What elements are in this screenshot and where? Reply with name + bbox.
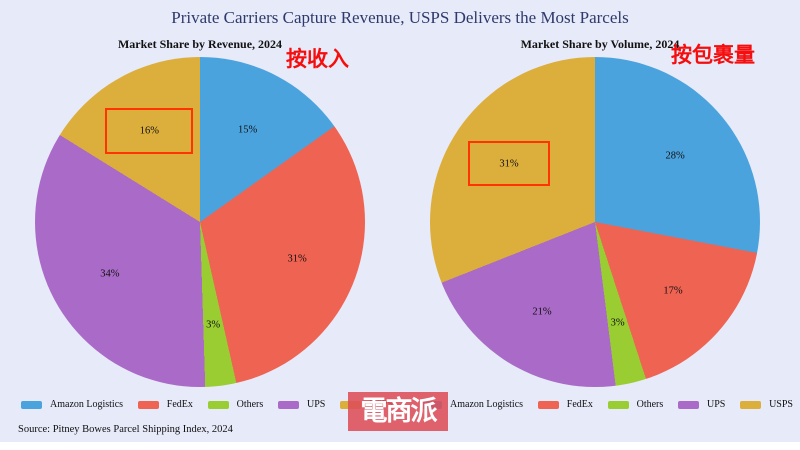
- legend-item-ups: UPS: [277, 399, 326, 410]
- legend-swatch: [740, 400, 762, 409]
- legend: Amazon Logistics FedEx Others UPS USPS: [421, 399, 793, 410]
- pie-value-label: 17%: [663, 285, 683, 297]
- volume-chart-subtitle: Market Share by Volume, 2024: [520, 37, 680, 51]
- legend-item-usps: USPS: [740, 399, 793, 410]
- legend-item-fedex: FedEx: [537, 399, 593, 410]
- legend-swatch: [207, 400, 229, 409]
- highlight-box: [467, 141, 550, 187]
- legend-label: UPS: [306, 399, 326, 410]
- pie-value-label: 3%: [610, 317, 625, 329]
- legend-label: UPS: [706, 399, 726, 410]
- pie-value-label: 31%: [499, 158, 519, 170]
- legend-swatch: [137, 400, 159, 409]
- legend-swatch: [607, 400, 629, 409]
- legend-label: Amazon Logistics: [50, 399, 124, 410]
- legend-label: FedEx: [566, 399, 593, 410]
- revenue-annotation-chinese: 按收入: [286, 48, 349, 71]
- pie-value-label: 34%: [100, 268, 120, 280]
- pie: [35, 57, 365, 387]
- legend-swatch: [21, 400, 42, 409]
- pie-value-label: 28%: [665, 150, 685, 162]
- watermark-badge: 電商派: [348, 392, 448, 431]
- legend-item-fedex: FedEx: [137, 399, 193, 410]
- revenue-chart-panel: Market Share by Revenue, 2024 按收入 Amazon…: [0, 0, 400, 442]
- legend-swatch: [677, 400, 699, 409]
- pie-value-label: 31%: [287, 253, 307, 265]
- legend-label: FedEx: [166, 399, 193, 410]
- legend-swatch: [277, 400, 299, 409]
- legend-item-amazon-logistics: Amazon Logistics: [21, 399, 123, 410]
- revenue-chart-subtitle: Market Share by Revenue, 2024: [117, 37, 283, 51]
- volume-chart-panel: Market Share by Volume, 2024 按包裹量 Amazon…: [400, 0, 800, 442]
- pie: [430, 57, 760, 387]
- source-note: Source: Pitney Bowes Parcel Shipping Ind…: [18, 424, 233, 435]
- legend-label: Amazon Logistics: [450, 399, 524, 410]
- pie-value-label: 15%: [238, 124, 258, 136]
- pie-value-label: 16%: [139, 125, 160, 137]
- legend-label: Others: [236, 399, 264, 410]
- pie-value-label: 21%: [532, 306, 552, 318]
- legend-item-others: Others: [607, 399, 664, 410]
- legend-label: USPS: [769, 399, 793, 410]
- legend-item-ups: UPS: [677, 399, 726, 410]
- figure-title: Private Carriers Capture Revenue, USPS D…: [171, 8, 629, 27]
- legend-label: Others: [636, 399, 664, 410]
- legend-item-others: Others: [207, 399, 264, 410]
- legend-swatch: [537, 400, 559, 409]
- volume-annotation-chinese: 按包裹量: [671, 44, 755, 67]
- highlight-box: [105, 108, 194, 155]
- pie-value-label: 3%: [206, 319, 221, 331]
